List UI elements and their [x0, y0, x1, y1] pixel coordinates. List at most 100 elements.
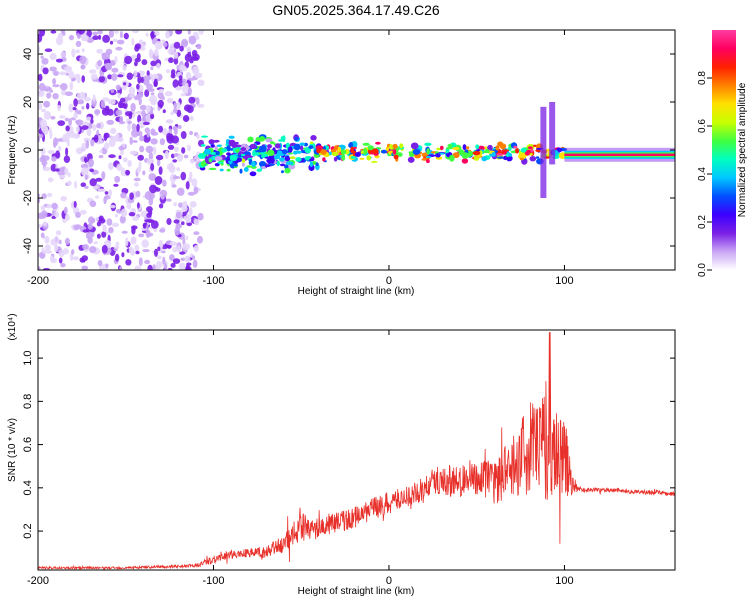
spectrogram-noise-speck [132, 30, 139, 34]
spectrogram-noise-speck [52, 78, 57, 85]
spectrogram-noise-speck [147, 88, 155, 92]
spectrogram-y-tick-label: -20 [22, 190, 34, 206]
spectrogram-noise-speck [120, 208, 128, 218]
spectrogram-noise-speck [58, 257, 63, 264]
spectrogram-noise-speck [153, 227, 158, 232]
spectrogram-signal-speck [200, 161, 206, 167]
spectrogram-noise-speck [162, 179, 167, 187]
spectrogram-noise-speck [158, 203, 164, 209]
spectrogram-noise-speck [144, 191, 152, 200]
spectrogram-signal-speck [452, 147, 460, 150]
spectrogram-noise-speck [191, 178, 198, 188]
spectrogram-noise-speck [135, 250, 140, 255]
spectrogram-signal-speck [482, 150, 491, 154]
spectrogram-signal-speck [496, 153, 504, 156]
spectrogram-signal-speck [447, 143, 453, 148]
spectrogram-noise-speck [178, 75, 183, 81]
spectrogram-noise-speck [145, 32, 149, 37]
colorbar: 0.0 0.2 0.4 0.6 0.8 Normalized spectral ampl… [697, 30, 748, 277]
spectrogram-signal-speck [426, 159, 430, 164]
spectrogram-noise-speck [150, 73, 159, 80]
spectrogram-signal-speck [233, 166, 238, 168]
spectrogram-noise-speck [182, 78, 187, 83]
spectrogram-noise-speck [108, 226, 114, 234]
spectrogram-noise-speck [188, 77, 195, 81]
spectrogram-noise-speck [50, 30, 57, 34]
spectrogram-noise-speck [77, 110, 82, 115]
spectrogram-signal-speck [288, 152, 293, 155]
spectrogram-noise-speck [38, 90, 45, 97]
snr-x-ticks: -200 -100 0 100 [27, 330, 574, 587]
colorbar-strip [712, 30, 736, 270]
spectrogram-noise-speck [154, 40, 163, 50]
spectrogram-noise-speck [154, 176, 163, 185]
spectrogram-noise-speck [46, 204, 52, 209]
spectrogram-signal-speck [461, 158, 469, 164]
spectrogram-noise-speck [40, 147, 46, 156]
spectrogram-noise-speck [175, 101, 181, 111]
spectrogram-noise-speck [87, 223, 93, 230]
spectrogram-noise-speck [116, 133, 120, 139]
spectrogram-signal-speck [367, 145, 374, 151]
spectrogram-signal-speck [407, 156, 415, 163]
spectrogram-noise-speck [144, 219, 153, 223]
spectrogram-noise-speck [118, 137, 124, 143]
spectrogram-signal-speck [201, 135, 209, 138]
spectrogram-signal-speck [380, 149, 388, 154]
spectrogram-noise-speck [51, 202, 58, 210]
spectrogram-signal-speck [200, 144, 206, 147]
spectrogram-noise-speck [59, 71, 67, 76]
spectrogram-signal-speck [328, 151, 332, 156]
spectrogram-signal-speck [348, 141, 354, 149]
spectrogram-noise-speck [130, 102, 136, 112]
spectrogram-noise-speck [85, 139, 90, 149]
spectrogram-signal-speck [446, 146, 453, 150]
spectrogram-signal-speck [243, 167, 249, 172]
spectrogram-noise-speck [144, 259, 151, 265]
spectrogram-noise-speck [133, 70, 138, 77]
spectrogram-signal-speck [217, 161, 224, 164]
spectrogram-noise-speck [89, 178, 97, 187]
spectrogram-noise-speck [189, 116, 194, 121]
spectrogram-noise-speck [150, 138, 158, 145]
spectrogram-noise-speck [159, 228, 166, 233]
spectrogram-noise-speck [119, 115, 124, 124]
spectrogram-signal-speck [282, 149, 288, 155]
spectrogram-noise-speck [108, 30, 114, 38]
spectrogram-noise-speck [168, 57, 174, 64]
spectrogram-signal-speck [322, 157, 326, 162]
spectrogram-noise-speck [189, 201, 197, 208]
spectrogram-signal-speck [214, 145, 218, 152]
spectrogram-signal-speck [491, 152, 496, 157]
spectrogram-noise-speck [92, 124, 97, 131]
spectrogram-noise-speck [71, 78, 75, 82]
spectrogram-signal-speck [518, 153, 527, 160]
spectrogram-signal-speck [210, 144, 215, 148]
spectrogram-noise-speck [58, 145, 62, 152]
spectrogram-signal-speck [385, 146, 389, 152]
spectrogram-signal-speck [269, 141, 275, 145]
spectrogram-signal-speck [487, 144, 493, 151]
spectrogram-signal-speck [399, 143, 404, 149]
spectrogram-noise-speck [148, 152, 154, 161]
spectrogram-noise-speck [197, 79, 205, 87]
spectrogram-noise-speck [134, 45, 140, 52]
spectrogram-noise-speck [90, 118, 94, 124]
spectrogram-signal-speck [310, 135, 317, 141]
spectrogram-noise-speck [71, 249, 75, 255]
spectrogram-signal-speck [239, 168, 243, 174]
spectrogram-signal-speck [452, 152, 460, 159]
spectrogram-noise-speck [96, 123, 101, 129]
spectrogram-noise-speck [149, 184, 158, 194]
spectrogram-noise-speck [59, 174, 66, 179]
spectrogram-signal-speck [234, 163, 238, 167]
spectrogram-signal-speck [198, 153, 206, 159]
spectrogram-noise-speck [173, 57, 179, 65]
spectrogram-noise-speck [98, 155, 104, 159]
spectrogram-signal-speck [393, 154, 399, 160]
spectrogram-noise-speck [185, 181, 190, 190]
spectrogram-noise-speck [178, 202, 184, 208]
spectrogram-noise-speck [46, 87, 52, 91]
spectrogram-signal-speck [229, 154, 235, 161]
colorbar-tick-label: 0.4 [697, 167, 708, 181]
